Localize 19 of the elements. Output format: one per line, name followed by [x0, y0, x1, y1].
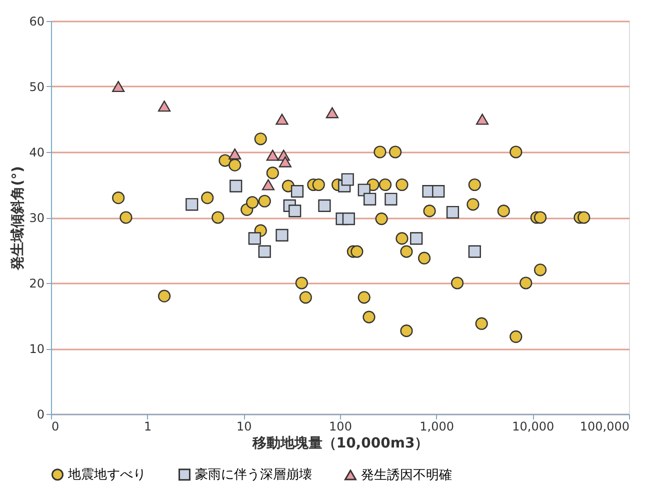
x-tick-label: 100,000 [580, 420, 630, 434]
legend-label: 地震地すべり [67, 468, 146, 483]
y-tick-label: 40 [29, 146, 44, 160]
y-tick-label: 50 [29, 80, 44, 94]
x-tick-label: 1 [144, 420, 152, 434]
y-tick-label: 10 [29, 342, 44, 356]
x-axis-title: 移動地塊量（10,000m3） [251, 436, 429, 452]
x-tick-label: 10 [236, 420, 252, 434]
y-tick-label: 20 [29, 276, 44, 290]
legend-label: 発生誘因不明確 [361, 468, 452, 483]
y-axis-title: 発生域傾斜角(°) [10, 166, 26, 271]
y-tick-label: 0 [36, 408, 44, 422]
y-tick-label: 60 [29, 14, 44, 28]
legend-label: 豪雨に伴う深層崩壊 [195, 468, 312, 483]
x-tick-label: 1,000 [420, 420, 454, 434]
x-tick-label: 100 [329, 420, 352, 434]
y-tick-label: 30 [29, 211, 44, 225]
x-tick-label: 0 [52, 420, 60, 434]
x-tick-label: 10,000 [512, 420, 554, 434]
